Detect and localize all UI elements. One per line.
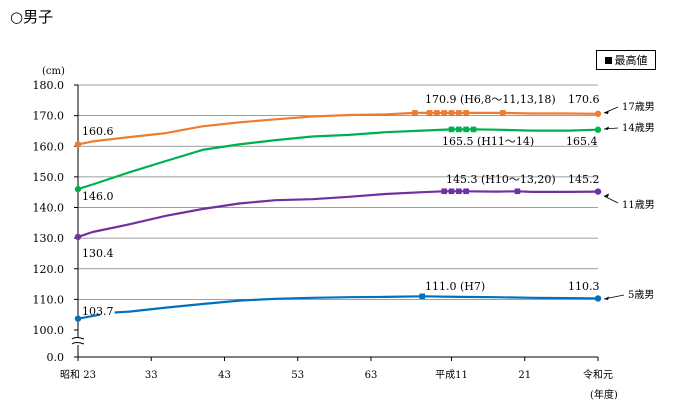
series-name-arrowhead: [604, 193, 609, 197]
series-line-5歳男: [77, 313, 101, 320]
y-tick-labels: 0.0 100.0 110.0 120.0 130.0 140.0 150.0 160.0 17…: [33, 79, 78, 364]
data-label: 145.3 (H10～13,20): [446, 173, 556, 186]
data-label: 103.7: [82, 305, 114, 318]
data-label: 130.4: [82, 247, 114, 260]
axes: [70, 85, 598, 358]
series-start-point: [74, 315, 82, 322]
series-name-label: 11歳男: [622, 199, 655, 211]
max-value-marker: [456, 188, 462, 195]
y-tick-label: 180.0: [33, 79, 65, 92]
max-value-marker: [463, 126, 469, 133]
y-tick-label: 170.0: [33, 110, 65, 123]
series-name-label: 5歳男: [628, 289, 654, 301]
data-label: 160.6: [82, 125, 114, 138]
x-tick-label: 昭和 23: [60, 369, 96, 381]
max-value-marker: [470, 126, 477, 133]
data-labels: 160.6 170.9 (H6,8～11,13,18) 170.6 17歳男 146.0…: [82, 93, 655, 318]
series-end-point: [594, 126, 602, 133]
series-line-17歳男: [77, 111, 599, 146]
data-label: 145.2: [568, 173, 600, 186]
series: [74, 110, 602, 322]
series-line-11歳男: [77, 190, 599, 238]
max-value-marker: [412, 110, 418, 116]
series-name-label: 14歳男: [622, 122, 655, 134]
x-tick-labels: 昭和 23 33 43 53 63 平成11 21 令和元: [60, 357, 613, 381]
series-name-arrowhead: [604, 110, 609, 114]
legend-label: 最高値: [614, 54, 648, 67]
data-label: 110.3: [568, 280, 600, 293]
axis-break-gap: [70, 338, 86, 345]
max-value-marker: [448, 110, 455, 116]
max-value-marker: [419, 293, 426, 300]
data-label: 111.0 (H7): [425, 280, 485, 293]
y-tick-label: 140.0: [33, 202, 65, 215]
series-line-5歳男: [114, 295, 599, 314]
series-end-point: [594, 295, 602, 302]
max-value-marker: [426, 110, 433, 116]
series-line-14歳男: [77, 128, 599, 191]
x-axis-unit: (年度): [590, 388, 618, 401]
max-value-marker: [463, 188, 469, 195]
max-value-marker: [456, 110, 462, 116]
x-tick-label: 63: [365, 370, 378, 381]
x-tick-label: 令和元: [583, 368, 613, 381]
y-tick-label: 100.0: [33, 324, 65, 337]
y-tick-label: 120.0: [33, 263, 65, 276]
max-value-marker: [448, 126, 455, 133]
max-value-marker: [499, 110, 506, 116]
series-name-arrowhead: [604, 126, 609, 130]
max-value-marker: [441, 110, 447, 116]
y-tick-label: 0.0: [47, 351, 65, 364]
grid: [78, 84, 598, 300]
max-value-marker: [514, 188, 521, 195]
x-tick-label: 21: [518, 370, 531, 381]
max-value-marker: [448, 188, 455, 195]
x-tick-label: 平成11: [435, 369, 468, 381]
data-label: 165.4: [566, 135, 598, 148]
series-start-point: [74, 185, 82, 193]
data-label: 170.9 (H6,8～11,13,18): [425, 93, 556, 106]
series-name-arrowhead: [604, 296, 609, 300]
max-value-marker: [456, 126, 462, 133]
series-end-point: [594, 110, 602, 117]
data-label: 165.5 (H11～14): [442, 135, 534, 148]
series-end-point: [594, 188, 602, 195]
legend-max-marker-icon: [604, 56, 612, 64]
legend: 最高値: [596, 50, 656, 70]
y-tick-label: 150.0: [33, 171, 65, 184]
y-tick-label: 110.0: [33, 293, 65, 306]
x-tick-label: 43: [218, 370, 231, 381]
series-start-point: [74, 141, 82, 148]
y-axis-break-mark: [71, 337, 85, 345]
y-axis-unit: (cm): [42, 66, 65, 77]
data-label: 170.6: [568, 93, 600, 106]
max-value-marker: [434, 110, 440, 116]
y-tick-label: 130.0: [33, 232, 65, 245]
x-tick-label: 53: [291, 370, 304, 381]
x-tick-label: 33: [145, 370, 158, 381]
max-value-marker: [441, 188, 447, 195]
series-name-label: 17歳男: [622, 101, 655, 113]
series-start-point: [74, 233, 82, 241]
series-name-arrow: [603, 195, 619, 204]
page-title: ○男子: [10, 8, 54, 26]
max-value-marker: [463, 110, 469, 116]
data-label: 146.0: [82, 190, 114, 203]
y-tick-label: 160.0: [33, 140, 65, 153]
